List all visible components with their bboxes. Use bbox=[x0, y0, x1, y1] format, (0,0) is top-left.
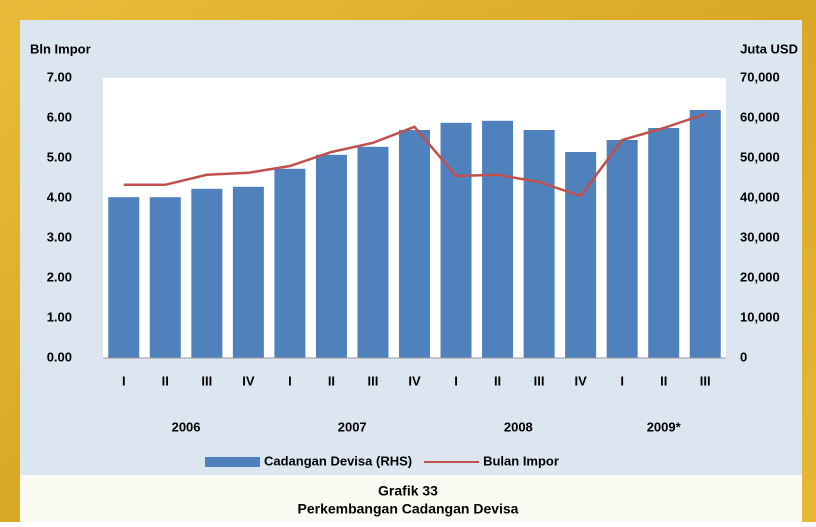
x-group-label: 2006 bbox=[172, 419, 201, 434]
y-tick-label: 3.00 bbox=[47, 229, 72, 244]
line bbox=[123, 112, 706, 198]
bar bbox=[648, 128, 680, 358]
x-tick-label: II bbox=[494, 373, 501, 388]
bar bbox=[399, 130, 430, 358]
x-tick-label: IV bbox=[242, 373, 255, 388]
x-tick-label: III bbox=[368, 373, 379, 388]
y-tick-label: 6.00 bbox=[47, 109, 72, 124]
y2-axis-label: Juta USD bbox=[740, 41, 798, 56]
y2-tick-label: 10,000 bbox=[740, 309, 780, 324]
y-tick-label: 0.00 bbox=[47, 349, 72, 364]
y2-tick-label: 20,000 bbox=[740, 269, 780, 284]
bar bbox=[689, 110, 721, 358]
x-tick-label: II bbox=[660, 373, 667, 388]
y2-tick-label: 30,000 bbox=[740, 229, 780, 244]
x-tick-label: I bbox=[454, 373, 458, 388]
y2-tick-label: 50,000 bbox=[740, 149, 780, 164]
legend-swatch bbox=[205, 457, 260, 467]
x-group-label: 2007 bbox=[338, 419, 367, 434]
bar bbox=[315, 154, 347, 358]
x-tick-label: IV bbox=[574, 373, 587, 388]
x-tick-label: III bbox=[201, 373, 212, 388]
bar bbox=[523, 130, 555, 358]
x-tick-label: IV bbox=[408, 373, 421, 388]
y-tick-label: 5.00 bbox=[47, 149, 72, 164]
x-group-label: 2008 bbox=[504, 419, 533, 434]
y-tick-label: 7.00 bbox=[47, 69, 72, 84]
legend-label: Bulan Impor bbox=[483, 453, 559, 468]
x-tick-label: I bbox=[122, 373, 126, 388]
y2-tick-label: 60,000 bbox=[740, 109, 780, 124]
bar bbox=[191, 188, 223, 358]
x-tick-label: III bbox=[700, 373, 711, 388]
x-tick-label: II bbox=[162, 373, 169, 388]
y2-tick-label: 0 bbox=[740, 349, 747, 364]
bar bbox=[274, 168, 306, 358]
x-group-label: 2009* bbox=[647, 419, 682, 434]
bar bbox=[108, 197, 140, 358]
bar bbox=[565, 152, 597, 358]
y2-tick-label: 70,000 bbox=[740, 69, 780, 84]
x-tick-label: I bbox=[288, 373, 292, 388]
y-tick-label: 4.00 bbox=[47, 189, 72, 204]
x-tick-label: I bbox=[620, 373, 624, 388]
y2-tick-label: 40,000 bbox=[740, 189, 780, 204]
bar bbox=[482, 120, 514, 358]
bar bbox=[440, 122, 472, 358]
bar bbox=[606, 140, 638, 358]
y-axis-label: Bln Impor bbox=[30, 41, 91, 56]
bar bbox=[232, 186, 264, 358]
bar bbox=[149, 197, 181, 358]
bar bbox=[357, 146, 389, 358]
legend-label: Cadangan Devisa (RHS) bbox=[264, 453, 412, 468]
x-tick-label: II bbox=[328, 373, 335, 388]
caption-panel bbox=[20, 475, 802, 522]
y-tick-label: 2.00 bbox=[47, 269, 72, 284]
x-tick-label: III bbox=[534, 373, 545, 388]
caption: Perkembangan Cadangan Devisa bbox=[298, 501, 519, 517]
caption: Grafik 33 bbox=[378, 483, 438, 499]
y-tick-label: 1.00 bbox=[47, 309, 72, 324]
